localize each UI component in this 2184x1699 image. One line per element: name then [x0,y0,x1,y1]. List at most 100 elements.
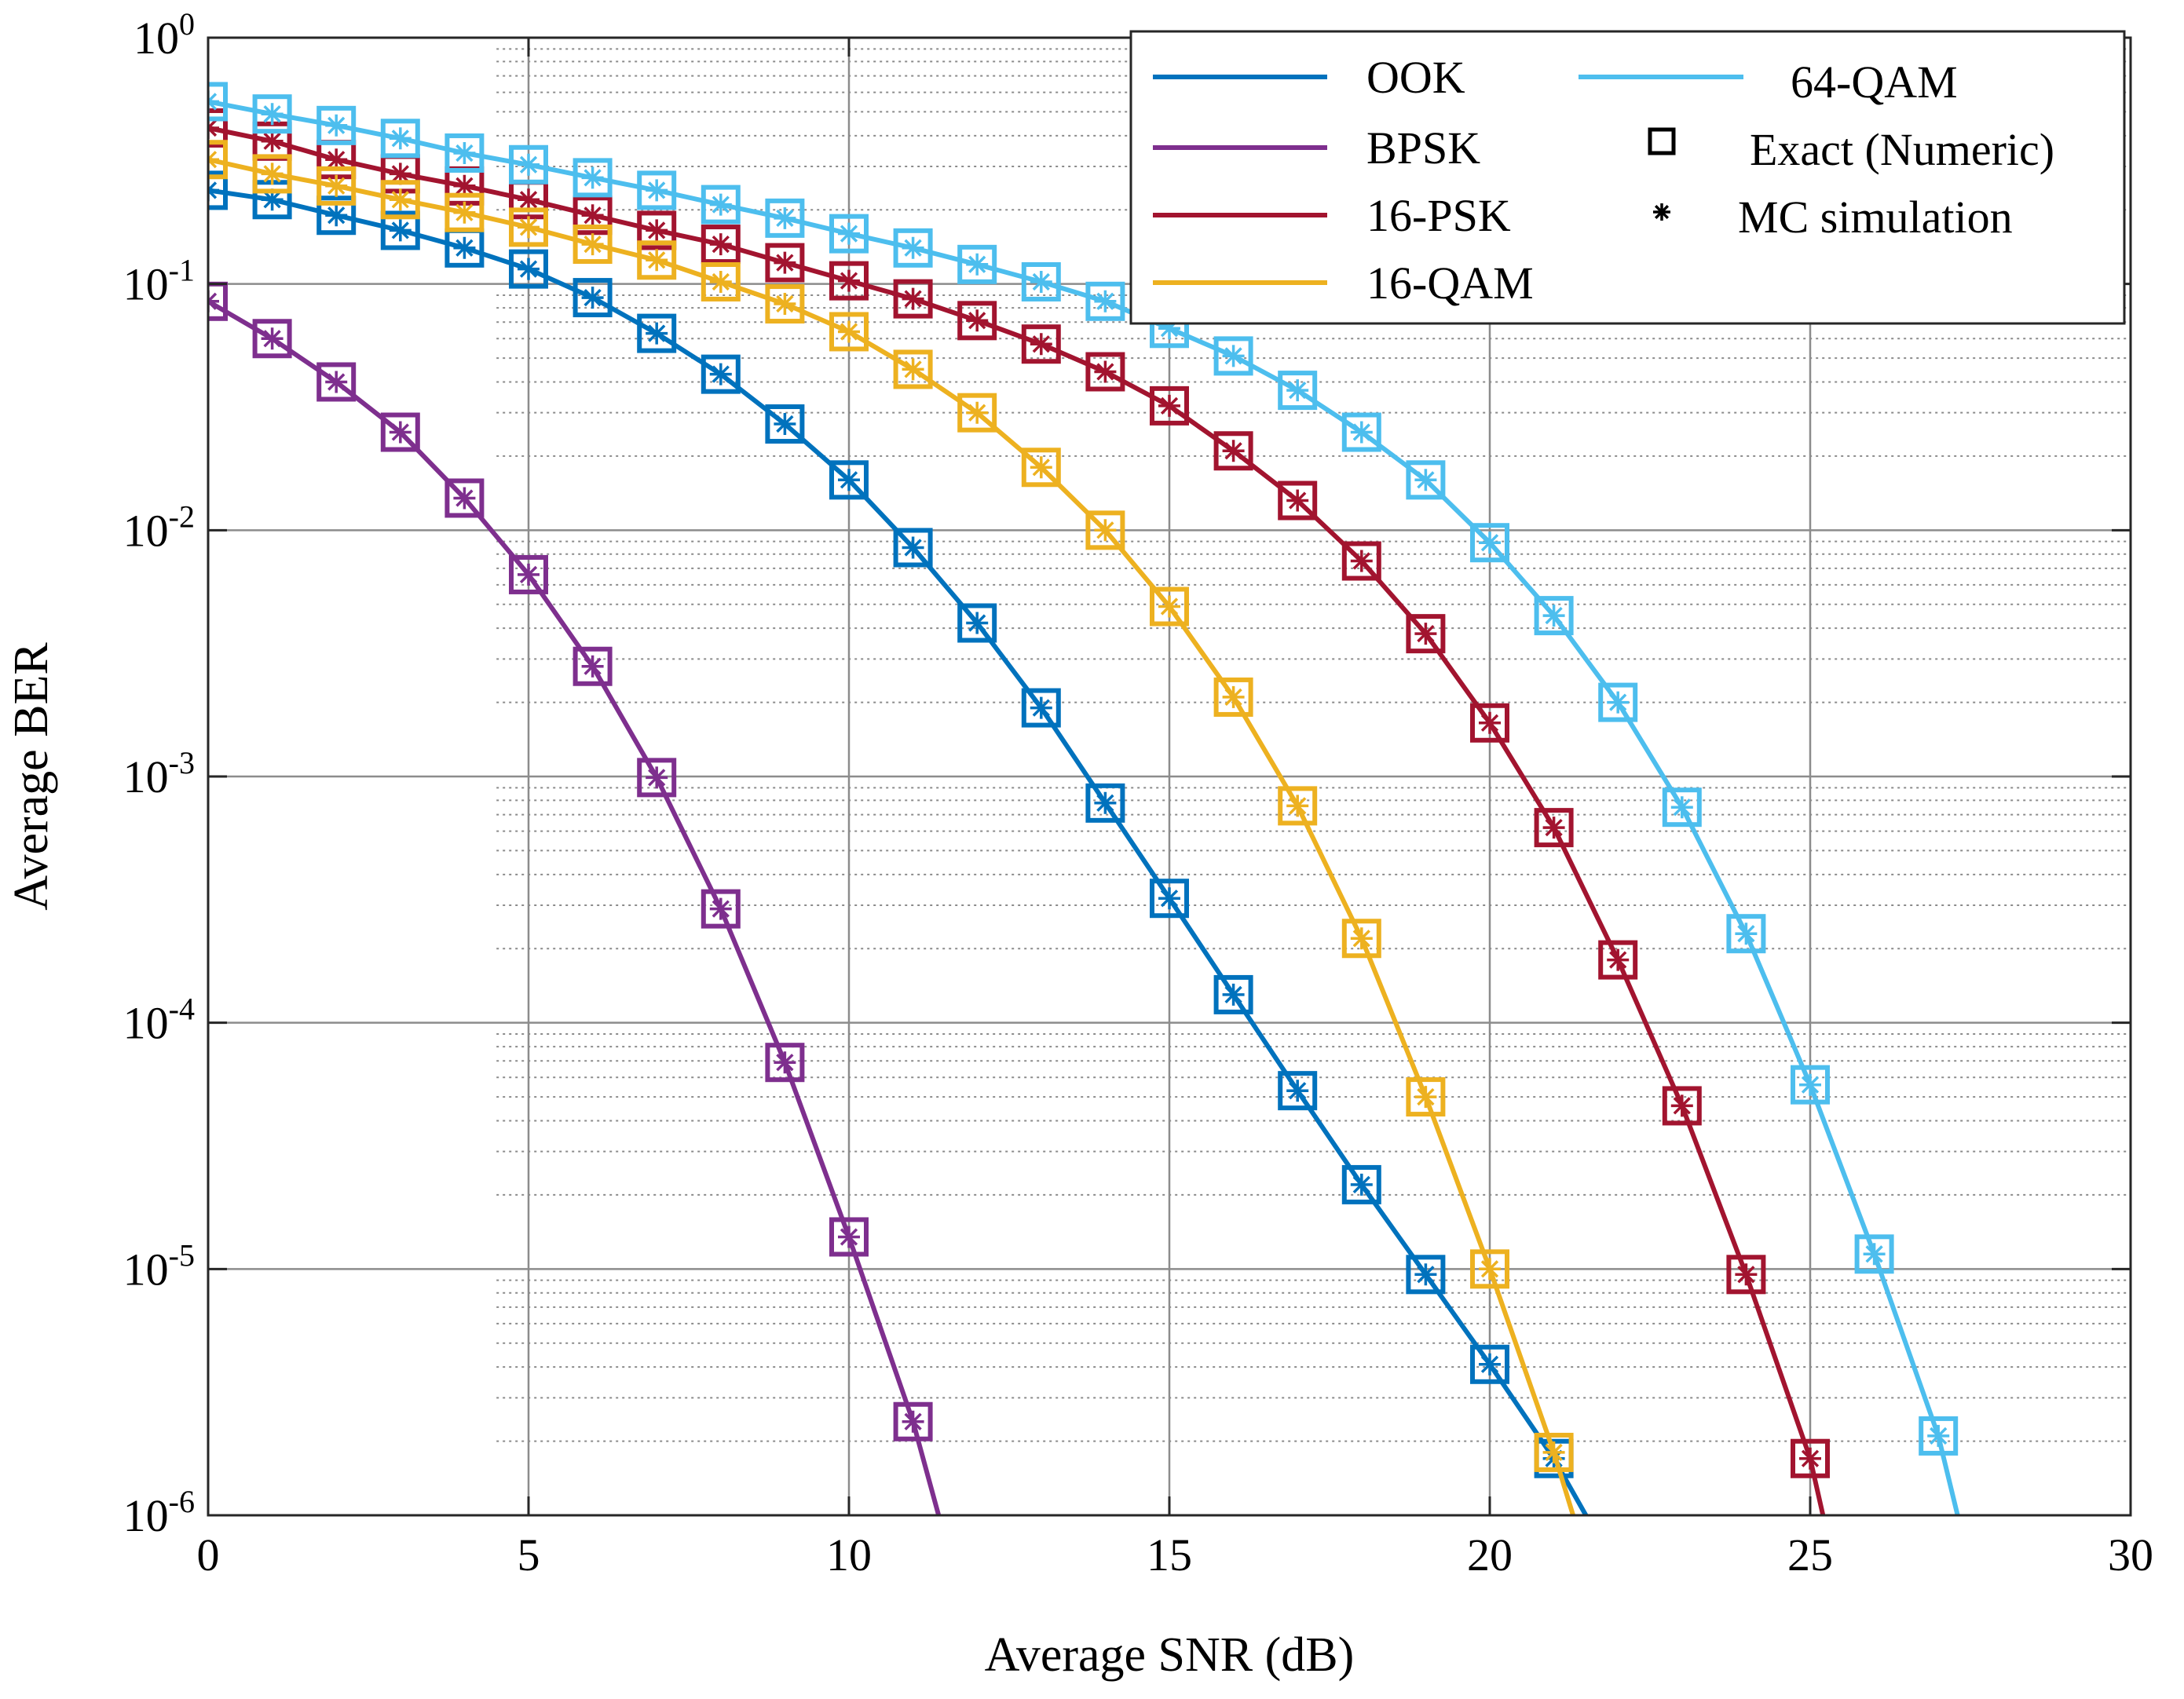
mc-point-64-qam [1479,532,1501,554]
data-point-64-qam [765,198,805,238]
mc-point-16-psk [1158,394,1180,417]
legend-label-mc: MC simulation [1738,192,2013,243]
mc-point-64-qam [709,193,732,216]
mc-point-64-qam [261,103,284,126]
data-point-64-qam [1726,914,1766,954]
y-tick-label: 10-1 [123,253,195,310]
mc-point-16-qam [1222,685,1245,708]
data-point-64-qam [316,105,357,145]
x-tick-label: 10 [826,1529,872,1580]
data-point-16-psk [1213,431,1253,471]
data-point-64-qam [1919,1416,1959,1456]
data-point-16-psk [1534,808,1574,848]
mc-point-16-qam [389,188,412,211]
mc-point-64-qam [1542,605,1565,627]
mc-point-64-qam [902,236,924,259]
mc-point-64-qam [1158,317,1180,340]
mc-point-16-psk [453,174,476,197]
data-point-bpsk [380,412,420,452]
data-point-16-psk [829,261,869,301]
data-point-64-qam [957,244,997,284]
data-point-16-psk [893,279,933,319]
y-tick-label: 10-4 [123,992,195,1049]
data-point-ook [1213,974,1253,1014]
mc-point-ook [325,204,348,227]
mc-point-ook [1158,887,1180,910]
mc-point-64-qam [1414,469,1437,491]
x-axis-label: Average SNR (dB) [985,1628,1355,1682]
data-point-ook [1406,1255,1446,1295]
x-tick-label: 15 [1147,1529,1192,1580]
mc-point-ook [1094,791,1117,814]
mc-point-bpsk [646,766,668,789]
mc-point-16-qam [1479,1258,1501,1281]
mc-point-16-qam [709,271,732,293]
mc-point-16-qam [581,233,604,256]
data-point-16-qam [573,225,613,265]
mc-point-64-qam [646,179,668,202]
data-point-16-qam [1341,919,1381,959]
data-point-16-psk [1406,614,1446,654]
mc-point-16-psk [325,148,348,171]
data-point-ook [893,528,933,568]
y-tick-label: 10-2 [123,499,195,556]
data-point-64-qam [444,133,485,173]
mc-point-ook [261,188,284,211]
data-point-bpsk [829,1217,869,1257]
data-point-bpsk [637,758,677,798]
legend-label-bpsk: BPSK [1366,122,1480,174]
mc-point-16-qam [774,293,796,315]
data-point-16-psk [1791,1438,1830,1478]
mc-point-16-psk [1350,550,1373,572]
mc-point-bpsk [325,371,348,393]
y-tick-label: 10-5 [123,1237,195,1295]
mc-point-64-qam [453,142,476,164]
series-64-qam [208,82,1960,1515]
mc-point-64-qam [1799,1073,1821,1096]
mc-point-64-qam [325,114,348,137]
x-tick-label: 25 [1787,1529,1833,1580]
data-point-ook [1278,1071,1318,1111]
data-point-16-psk [1470,703,1509,743]
mc-point-64-qam [774,206,796,229]
legend-marker-square [1648,127,1676,155]
mc-point-16-psk [1607,948,1630,971]
mc-point-16-psk [966,309,989,332]
data-point-16-psk [208,108,228,148]
data-point-bpsk [765,1043,805,1083]
data-point-ook [573,278,613,318]
mc-point-16-psk [646,219,668,242]
data-point-64-qam [637,170,677,210]
data-point-64-qam [1341,412,1381,452]
mc-point-bpsk [902,1410,924,1433]
data-point-16-qam [509,207,548,247]
mc-point-64-qam [1863,1243,1886,1266]
data-point-16-qam [208,140,228,180]
mc-point-16-qam [902,358,924,381]
mc-point-ook [389,219,412,242]
mc-point-64-qam [1350,421,1373,444]
data-point-16-qam [1406,1077,1446,1117]
series-bpsk [208,281,942,1515]
mc-point-16-psk [1094,360,1117,383]
data-point-16-qam [893,349,933,389]
data-point-ook [1085,783,1125,823]
mc-point-16-qam [646,249,668,272]
axis-ticks: 0 5 10 15 20 25 30 100 10-1 10-2 10-3 10-4 10-5 10-6 [123,6,2153,1580]
data-point-16-qam [380,180,420,220]
data-point-64-qam [1470,523,1509,563]
data-point-16-psk [637,210,677,250]
mc-point-ook [1479,1353,1501,1376]
series-layer [208,82,1960,1515]
data-point-16-qam [957,393,997,433]
data-point-64-qam [573,158,613,198]
data-point-bpsk [701,889,741,929]
mc-point-16-psk [838,269,860,292]
mc-point-64-qam [389,127,412,150]
y-tick-label: 10-3 [123,745,195,802]
mc-point-ook [1350,1173,1373,1196]
data-point-64-qam [1213,336,1253,376]
mc-point-64-qam [1607,691,1630,714]
mc-point-16-psk [1222,440,1245,462]
data-point-16-qam [1021,448,1061,488]
